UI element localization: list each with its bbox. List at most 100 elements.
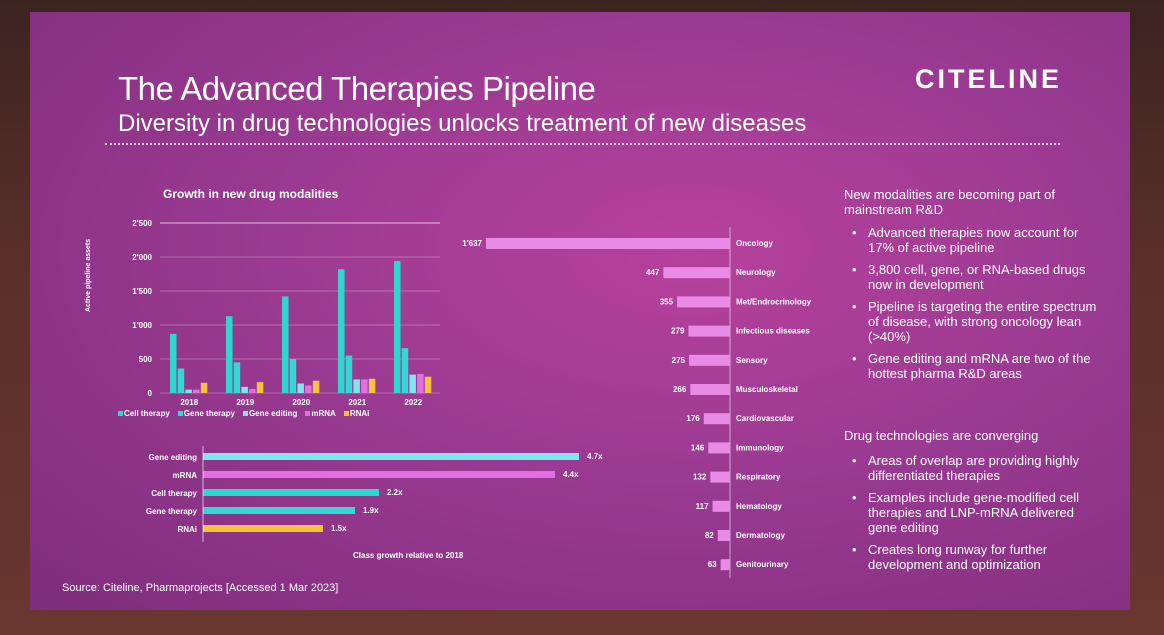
disease-bar (688, 325, 730, 337)
bullet-list-1: Advanced therapies now account for 17% o… (844, 225, 1104, 388)
growth-bar (203, 525, 323, 532)
value-label: 275 (672, 356, 686, 365)
slide: The Advanced Therapies Pipeline Diversit… (30, 12, 1130, 610)
category-label: Musculoskeletal (736, 385, 798, 394)
category-label: Sensory (736, 356, 768, 365)
growth-chart: 0 500 1'000 1'500 2'000 2'500 2018 2019 2020 2021… (132, 219, 440, 407)
legend-swatch (343, 411, 349, 416)
bar-gene-therapy (401, 348, 409, 393)
category-label: mRNA (173, 471, 198, 480)
bullet-item: Pipeline is targeting the entire spectru… (844, 299, 1104, 344)
bar-gene-therapy (177, 368, 185, 393)
slide-subtitle: Diversity in drug technologies unlocks t… (118, 110, 807, 137)
legend-swatch (118, 411, 123, 416)
legend-label: Gene therapy (183, 409, 235, 418)
y-tick-label: 2'500 (132, 219, 152, 228)
category-label: Met/Endrocrinology (736, 297, 812, 306)
category-label: Gene therapy (146, 507, 198, 516)
legend-label: mRNA (311, 409, 336, 418)
slide-title: The Advanced Therapies Pipeline (118, 70, 596, 107)
value-label: 2.2x (387, 488, 403, 497)
x-tick-label: 2020 (292, 398, 310, 407)
value-label: 146 (691, 443, 705, 452)
title-divider (105, 143, 1060, 145)
category-label: Neurology (736, 268, 776, 277)
category-label: Hematology (736, 502, 782, 511)
bullet-item: 3,800 cell, gene, or RNA-based drugs now… (844, 262, 1104, 292)
bar-gene-editing (241, 386, 248, 393)
x-tick-label: 2022 (404, 398, 422, 407)
growth-bar (203, 507, 355, 514)
value-label: 4.7x (587, 452, 603, 461)
right-heading-2: Drug technologies are converging (844, 428, 1039, 443)
bar-mrna (249, 388, 256, 393)
y-tick-label: 2'000 (132, 253, 152, 262)
bar-cell-therapy (394, 261, 401, 393)
bullet-item: Areas of overlap are providing highly di… (844, 453, 1104, 483)
bullet-list-2: Areas of overlap are providing highly di… (844, 453, 1104, 579)
x-tick-label: 2019 (236, 398, 254, 407)
disease-bar (703, 413, 730, 425)
disease-bar (712, 500, 730, 512)
disease-bar (486, 238, 730, 249)
category-label: Infectious diseases (736, 327, 810, 336)
bar-gene-editing (353, 379, 360, 393)
disease-bar (690, 384, 730, 395)
value-label: 4.4x (563, 470, 579, 479)
bar-cell-therapy (282, 296, 289, 393)
bar-rnai (256, 382, 264, 393)
growth-bar (203, 489, 379, 496)
category-label: Genitourinary (736, 560, 789, 569)
bar-gene-therapy (233, 362, 241, 393)
y-tick-label: 500 (139, 355, 153, 364)
value-label: 1'637 (462, 239, 482, 248)
y-tick-label: 1'000 (132, 321, 152, 330)
growth-relative-chart: Gene editing 4.7x mRNA 4.4x Cell therapy 2.2x… (146, 446, 603, 560)
category-label: Cell therapy (151, 489, 197, 498)
disease-bar (663, 267, 730, 279)
legend-swatch (242, 411, 248, 416)
y-tick-label: 0 (148, 389, 153, 398)
legend-item: Cell therapy (118, 409, 170, 418)
category-label: Immunology (736, 443, 784, 452)
category-label: Oncology (736, 239, 773, 248)
bar-rnai (200, 382, 208, 393)
growth-chart-title: Growth in new drug modalities (163, 187, 339, 201)
disease-bar (689, 354, 730, 366)
y-tick-label: 1'500 (132, 287, 152, 296)
disease-area-chart: 1'637 Oncology 447 Neurology 355 Met/Endrocri… (462, 227, 812, 579)
growth-chart-legend: Cell therapy Gene therapy Gene editing mRNA… (118, 409, 369, 418)
value-label: 1.9x (363, 506, 379, 515)
legend-item: mRNA (305, 409, 336, 418)
bar-gene-editing (297, 383, 304, 393)
bar-cell-therapy (338, 269, 345, 393)
legend-label: Gene editing (248, 409, 298, 418)
value-label: 1.5x (331, 524, 347, 533)
citeline-logo: CITELINE (915, 64, 1062, 95)
legend-label: RNAi (349, 409, 370, 418)
legend-item: Gene editing (242, 409, 298, 418)
x-tick-label: 2018 (180, 398, 198, 407)
value-label: 117 (696, 502, 709, 511)
bar-mrna (193, 389, 200, 393)
bar-gene-therapy (345, 355, 353, 393)
source-note: Source: Citeline, Pharmaprojects [Access… (62, 582, 339, 594)
bar-cell-therapy (170, 333, 177, 393)
bullet-item: Gene editing and mRNA are two of the hot… (844, 351, 1104, 381)
disease-bar (677, 296, 730, 308)
category-label: Cardiovascular (736, 414, 794, 423)
bullet-item: Advanced therapies now account for 17% o… (844, 225, 1104, 255)
bar-rnai (368, 378, 376, 393)
legend-swatch (177, 411, 183, 416)
bar-gene-editing (185, 389, 192, 393)
bar-mrna (417, 373, 424, 393)
right-heading-1: New modalities are becoming part of main… (844, 187, 1055, 217)
value-label: 279 (671, 327, 685, 336)
bar-mrna (305, 385, 312, 393)
value-label: 447 (646, 268, 660, 277)
bullet-item: Examples include gene-modified cell ther… (844, 490, 1104, 535)
bar-gene-therapy (289, 359, 297, 393)
category-label: RNAi (177, 525, 197, 534)
growth-chart-ylabel: Active pipeline assets (85, 238, 92, 312)
value-label: 82 (705, 531, 714, 540)
